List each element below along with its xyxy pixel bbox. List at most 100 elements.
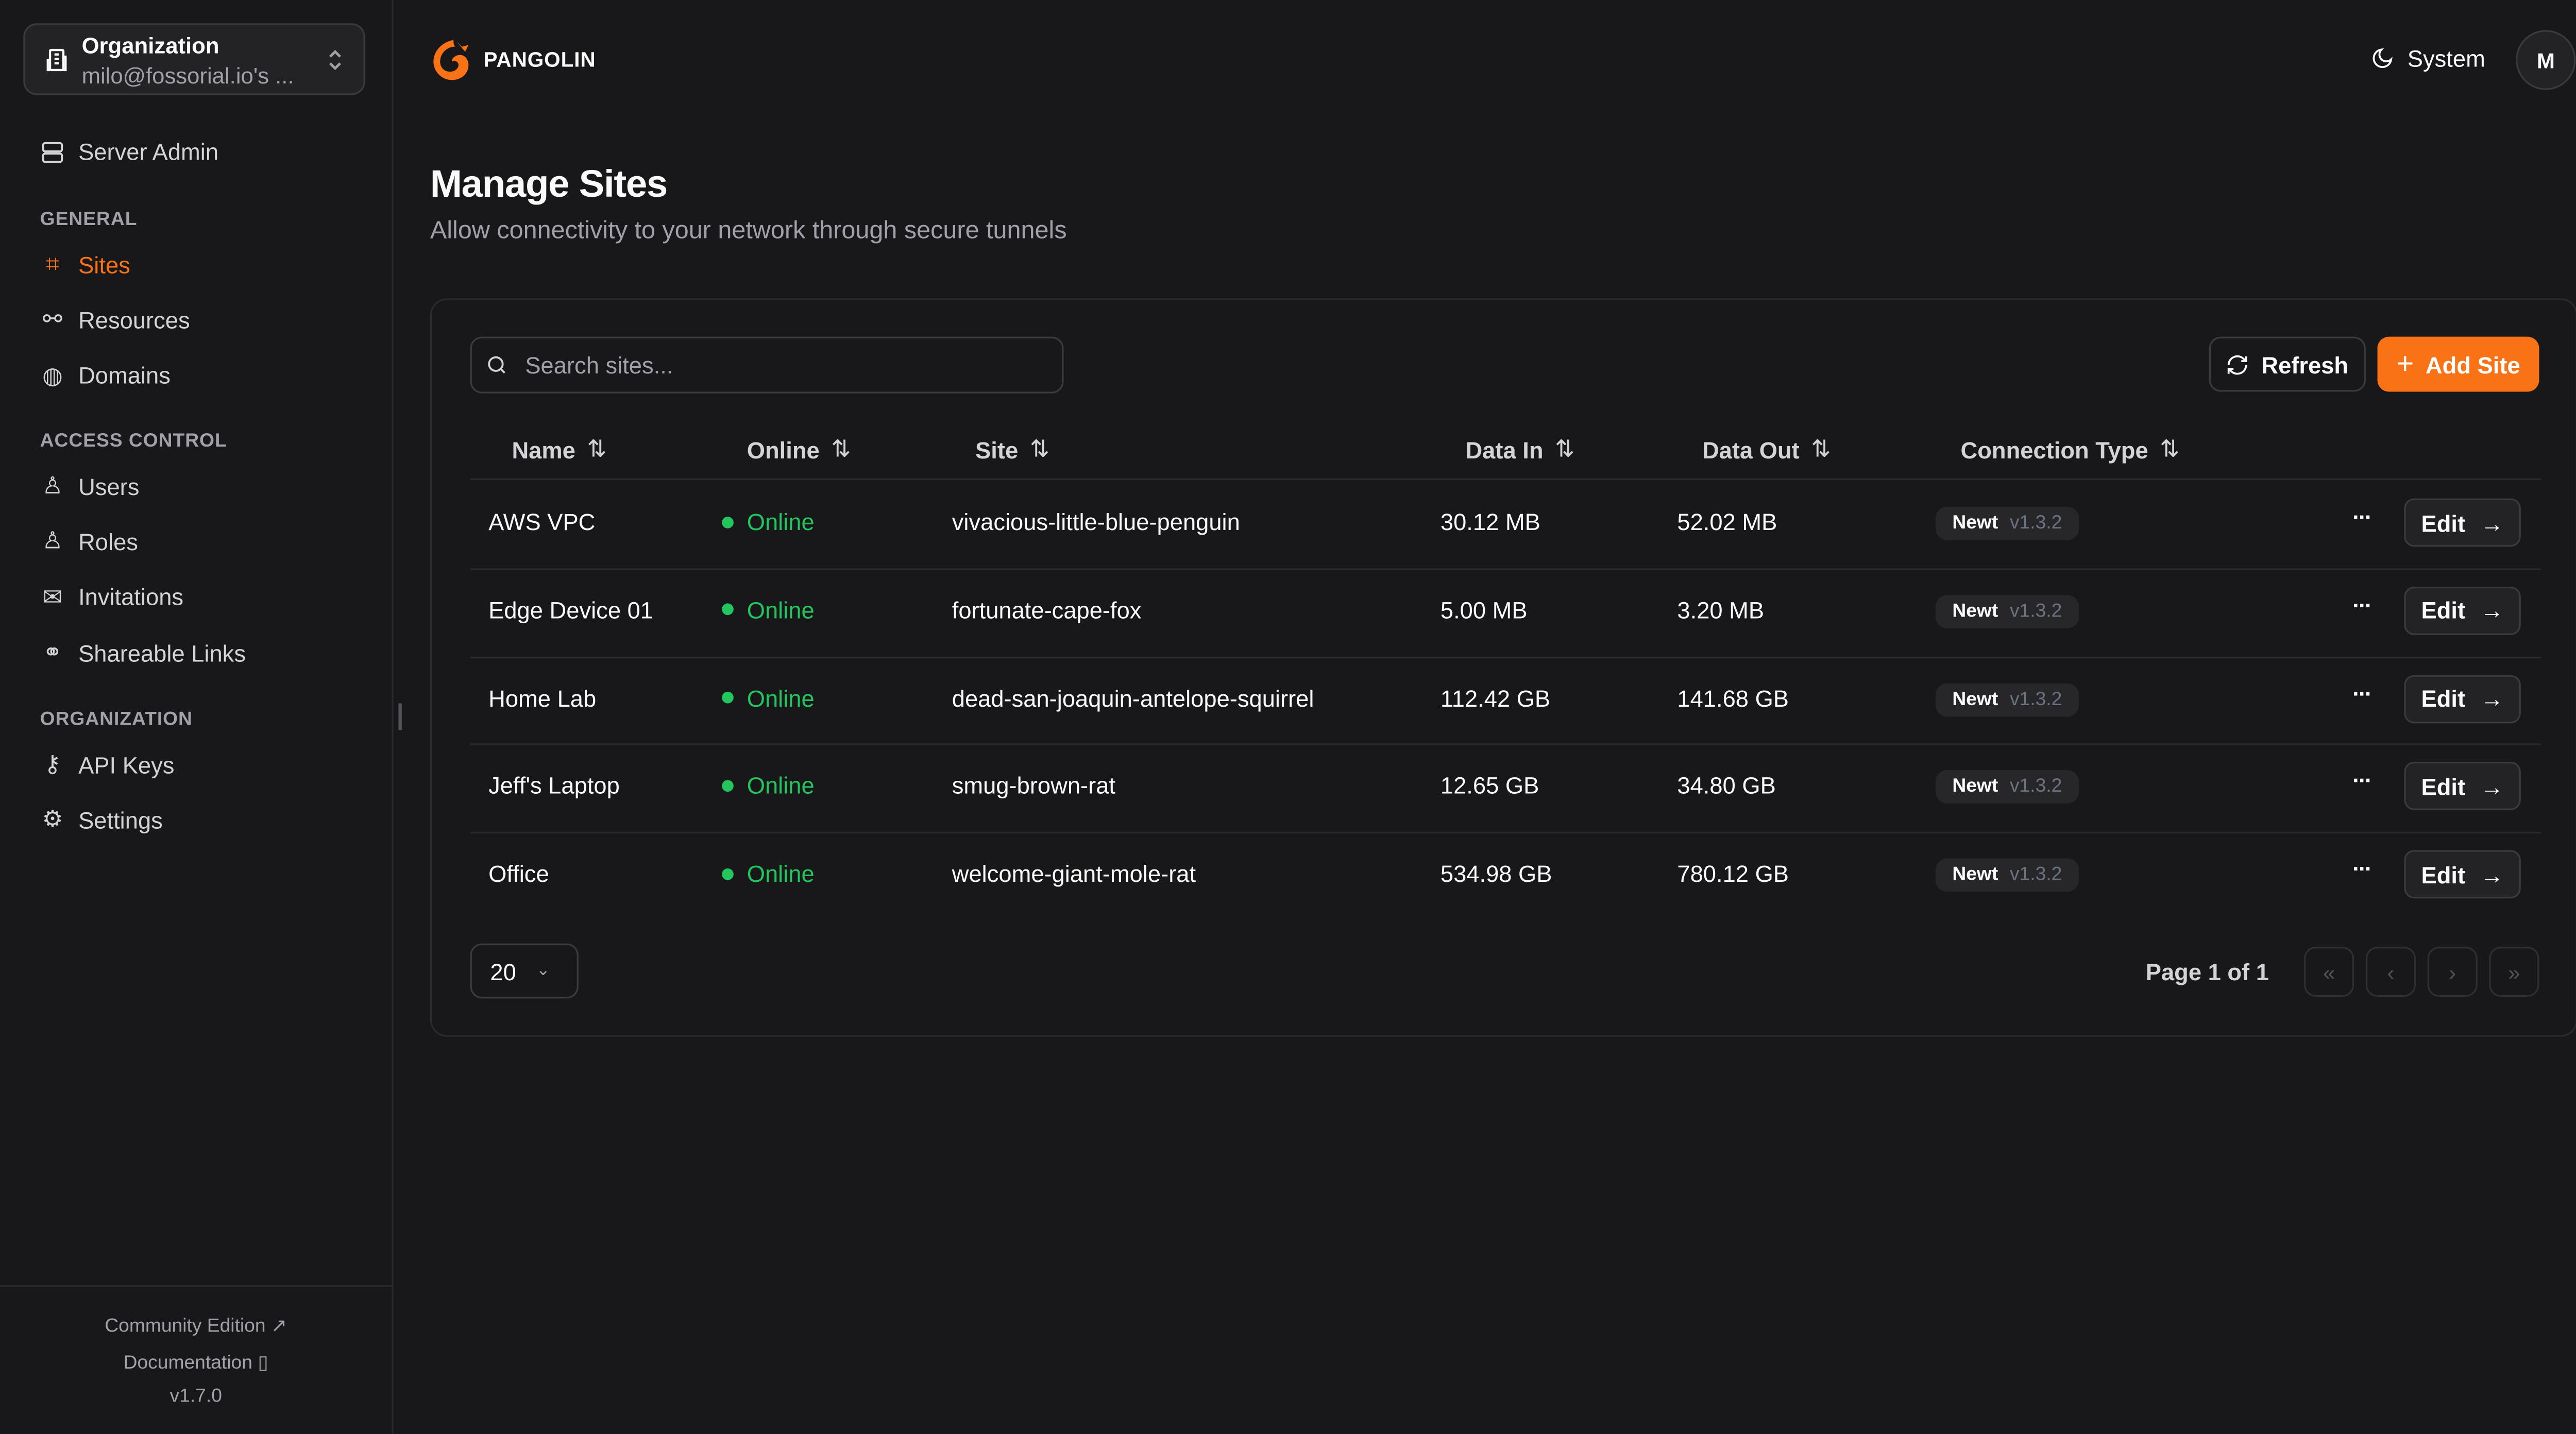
- search-field[interactable]: [470, 336, 1064, 394]
- sidebar-item-invitations[interactable]: ✉ Invitations: [40, 583, 183, 611]
- column-label: Name: [512, 436, 575, 463]
- connection-type-badge: Newt v1.3.2: [1935, 506, 2079, 540]
- documentation-link[interactable]: Documentation ▯: [0, 1350, 392, 1374]
- divider: [470, 478, 2541, 480]
- table-row: AWS VPC Online vivacious-little-blue-pen…: [432, 480, 2576, 567]
- edit-label: Edit: [2421, 509, 2466, 536]
- org-title: Organization: [81, 33, 219, 59]
- mail-icon: ✉: [42, 583, 62, 610]
- connection-type: Newt: [1952, 601, 1998, 622]
- edit-label: Edit: [2421, 597, 2466, 624]
- sort-icon: ⇅: [1811, 435, 1831, 462]
- sidebar-item-shareable-links[interactable]: ⚭ Shareable Links: [40, 639, 246, 667]
- column-header-data-in[interactable]: Data In ⇅: [1465, 435, 1574, 464]
- table-row: Edge Device 01 Online fortunate-cape-fox…: [432, 568, 2576, 655]
- first-page-button[interactable]: «: [2304, 947, 2354, 997]
- status-label: Online: [747, 860, 815, 887]
- column-header-connection-type[interactable]: Connection Type ⇅: [1961, 435, 2180, 464]
- refresh-button[interactable]: Refresh: [2209, 336, 2366, 392]
- data-out: 52.02 MB: [1677, 508, 1777, 535]
- chevron-right-icon: ›: [2449, 959, 2456, 984]
- sidebar-item-sites[interactable]: ⌗ Sites: [40, 250, 130, 278]
- edit-button[interactable]: Edit →: [2404, 674, 2521, 723]
- sidebar-item-label: Shareable Links: [78, 639, 246, 667]
- divider: [470, 568, 2541, 570]
- sidebar-item-label: Users: [78, 472, 140, 500]
- page-size-value: 20: [490, 958, 516, 984]
- column-header-site[interactable]: Site ⇅: [975, 435, 1049, 464]
- column-label: Data Out: [1702, 436, 1800, 463]
- globe-icon: ◍: [42, 361, 63, 388]
- community-label: Community Edition: [105, 1317, 266, 1337]
- status-dot: [722, 867, 734, 880]
- page-size-select[interactable]: 20 ⌄: [470, 943, 579, 999]
- data-in: 112.42 GB: [1440, 684, 1551, 711]
- edit-button[interactable]: Edit →: [2404, 850, 2521, 899]
- search-input[interactable]: [521, 350, 1029, 380]
- edit-label: Edit: [2421, 861, 2466, 888]
- edit-button[interactable]: Edit →: [2404, 498, 2521, 547]
- sidebar-item-users[interactable]: ♙ Users: [40, 472, 140, 500]
- edit-label: Edit: [2421, 773, 2466, 800]
- sidebar-item-label: API Keys: [78, 750, 175, 778]
- connection-type-badge: Newt v1.3.2: [1935, 859, 2079, 892]
- column-header-name[interactable]: Name ⇅: [512, 435, 606, 464]
- edit-button[interactable]: Edit →: [2404, 762, 2521, 811]
- connection-version: v1.3.2: [2009, 513, 2062, 534]
- site-id: welcome-giant-mole-rat: [952, 860, 1196, 887]
- arrow-right-icon: →: [2480, 861, 2504, 888]
- divider: [470, 656, 2541, 658]
- column-header-online[interactable]: Online ⇅: [747, 435, 851, 464]
- sort-icon: ⇅: [1555, 435, 1575, 462]
- sidebar-item-domains[interactable]: ◍ Domains: [40, 362, 171, 390]
- sidebar-item-label: Invitations: [78, 584, 184, 611]
- sidebar-item-server-admin[interactable]: Server Admin: [40, 139, 218, 165]
- connection-type-badge: Newt v1.3.2: [1935, 682, 2079, 716]
- chevron-down-icon: ⌄: [536, 962, 550, 980]
- online-status: Online: [722, 596, 815, 623]
- sidebar-item-roles[interactable]: ♙ Roles: [40, 527, 138, 556]
- plus-icon: +: [2396, 347, 2414, 380]
- avatar[interactable]: M: [2516, 30, 2576, 90]
- sidebar-item-resources[interactable]: ⚯ Resources: [40, 305, 190, 334]
- org-switcher[interactable]: Organization milo@fossorial.io's ...: [23, 23, 365, 95]
- add-site-button[interactable]: + Add Site: [2377, 336, 2539, 392]
- sidebar-item-settings[interactable]: ⚙ Settings: [40, 806, 163, 834]
- online-status: Online: [722, 508, 815, 535]
- column-label: Site: [975, 436, 1019, 463]
- site-name: Home Lab: [488, 684, 597, 711]
- status-dot: [722, 780, 734, 792]
- more-actions-button[interactable]: ···: [2352, 767, 2372, 794]
- refresh-label: Refresh: [2261, 351, 2349, 378]
- next-page-button[interactable]: ›: [2427, 947, 2478, 997]
- sidebar-item-label: Domains: [78, 362, 171, 389]
- theme-toggle[interactable]: System: [2371, 45, 2485, 72]
- more-actions-button[interactable]: ···: [2352, 679, 2372, 706]
- more-actions-button[interactable]: ···: [2352, 503, 2372, 531]
- page-title: Manage Sites: [430, 161, 668, 206]
- table-row: Home Lab Online dead-san-joaquin-antelop…: [432, 656, 2576, 743]
- sort-icon: ⇅: [831, 435, 851, 462]
- online-status: Online: [722, 773, 815, 799]
- data-out: 141.68 GB: [1677, 684, 1789, 711]
- column-label: Data In: [1465, 436, 1544, 463]
- link-icon: ⚭: [42, 638, 62, 665]
- last-page-button[interactable]: »: [2489, 947, 2539, 997]
- docs-label: Documentation: [123, 1353, 252, 1374]
- sidebar-item-api-keys[interactable]: ⚷ API Keys: [40, 750, 175, 778]
- more-actions-button[interactable]: ···: [2352, 855, 2372, 882]
- prev-page-button[interactable]: ‹: [2365, 947, 2416, 997]
- site-name: AWS VPC: [488, 508, 596, 535]
- data-out: 34.80 GB: [1677, 772, 1776, 799]
- status-dot: [722, 516, 734, 528]
- edit-button[interactable]: Edit →: [2404, 586, 2521, 635]
- site-name: Jeff's Laptop: [488, 772, 620, 799]
- gear-icon: ⚙: [42, 806, 63, 833]
- connection-version: v1.3.2: [2009, 689, 2062, 710]
- column-header-data-out[interactable]: Data Out ⇅: [1702, 435, 1831, 464]
- section-label: ACCESS CONTROL: [40, 432, 227, 452]
- more-actions-button[interactable]: ···: [2352, 591, 2372, 618]
- sidebar-resize-handle[interactable]: [398, 703, 402, 730]
- site-id: smug-brown-rat: [952, 772, 1115, 799]
- community-edition-link[interactable]: Community Edition ↗: [0, 1313, 392, 1337]
